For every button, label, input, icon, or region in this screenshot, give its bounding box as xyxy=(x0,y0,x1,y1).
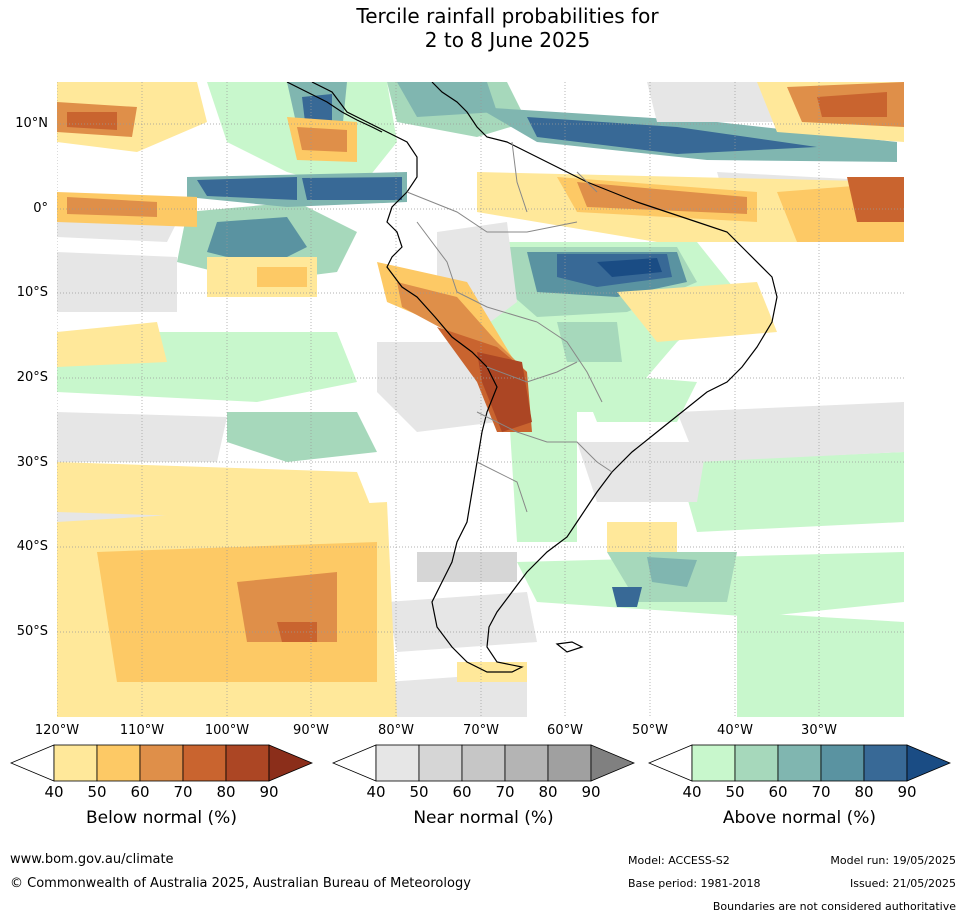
colorbar-bin xyxy=(863,744,908,782)
colorbar-bin xyxy=(182,744,227,782)
colorbar-over-triangle xyxy=(906,744,951,782)
country-borders xyxy=(406,141,613,513)
lat-label-10s: 10°S xyxy=(16,285,48,300)
south-america-coastline xyxy=(311,82,778,673)
colorbar-bin xyxy=(691,744,736,782)
colorbar-tick-label: 40 xyxy=(366,783,386,801)
colorbar-bin xyxy=(820,744,865,782)
lat-label-10n: 10°N xyxy=(15,116,48,131)
lon-label-30w: 30°W xyxy=(801,723,837,738)
central-america-coastline xyxy=(286,82,383,133)
colorbar-tick-label: 70 xyxy=(173,783,193,801)
lon-label-60w: 60°W xyxy=(547,723,583,738)
colorbar-bin xyxy=(96,744,141,782)
colorbar-tick-label: 50 xyxy=(725,783,745,801)
probability-shading xyxy=(57,82,904,717)
colorbar-tick-label: 80 xyxy=(538,783,558,801)
colorbar-title: Near normal (%) xyxy=(413,808,554,828)
colorbar-tick-label: 50 xyxy=(87,783,107,801)
colorbar-under-triangle xyxy=(332,744,377,782)
colorbar-tick-label: 60 xyxy=(452,783,472,801)
colorbar-tick-label: 80 xyxy=(854,783,874,801)
colorbar-bin xyxy=(461,744,506,782)
probability-map xyxy=(57,82,904,717)
footer-base-period: Base period: 1981-2018 xyxy=(628,877,761,890)
footer-model-run: Model run: 19/05/2025 xyxy=(830,854,956,867)
lon-label-40w: 40°W xyxy=(717,723,753,738)
colorbar-bin xyxy=(418,744,463,782)
lat-label-30s: 30°S xyxy=(16,455,48,470)
colorbar-bin xyxy=(225,744,270,782)
map-title: Tercile rainfall probabilities for 2 to … xyxy=(0,4,965,52)
lat-label-50s: 50°S xyxy=(16,624,48,639)
colorbar-title: Above normal (%) xyxy=(722,808,877,828)
lon-label-110w: 110°W xyxy=(119,723,165,738)
colorbar-tick-label: 50 xyxy=(409,783,429,801)
lon-label-70w: 70°W xyxy=(463,723,499,738)
lon-label-100w: 100°W xyxy=(204,723,250,738)
footer-model: Model: ACCESS-S2 xyxy=(628,854,730,867)
colorbar-1 xyxy=(10,744,313,782)
colorbar-tick-label: 90 xyxy=(581,783,601,801)
title-line-2: 2 to 8 June 2025 xyxy=(424,28,591,52)
footer-issued: Issued: 21/05/2025 xyxy=(849,877,956,890)
title-line-1: Tercile rainfall probabilities for xyxy=(356,4,659,28)
falkland-islands xyxy=(555,641,584,653)
footer-disclaimer: Boundaries are not considered authoritat… xyxy=(712,900,956,913)
colorbar-bin xyxy=(734,744,779,782)
lon-label-80w: 80°W xyxy=(378,723,414,738)
colorbar-over-triangle xyxy=(268,744,313,782)
lat-label-20s: 20°S xyxy=(16,370,48,385)
colorbar-under-triangle xyxy=(648,744,693,782)
lon-label-90w: 90°W xyxy=(293,723,329,738)
lat-label-0: 0° xyxy=(33,201,48,216)
colorbar-under-triangle xyxy=(10,744,55,782)
colorbar-bin xyxy=(547,744,592,782)
colorbar-2 xyxy=(332,744,635,782)
footer-website: www.bom.gov.au/climate xyxy=(10,852,174,867)
colorbar-over-triangle xyxy=(590,744,635,782)
colorbar-tick-label: 80 xyxy=(216,783,236,801)
colorbar-title: Below normal (%) xyxy=(86,808,237,828)
lon-label-120w: 120°W xyxy=(34,723,80,738)
colorbar-tick-label: 90 xyxy=(897,783,917,801)
footer-copyright: © Commonwealth of Australia 2025, Austra… xyxy=(10,876,471,891)
colorbar-tick-label: 40 xyxy=(682,783,702,801)
colorbar-tick-label: 40 xyxy=(44,783,64,801)
colorbar-tick-label: 60 xyxy=(768,783,788,801)
lat-label-40s: 40°S xyxy=(16,539,48,554)
lon-label-50w: 50°W xyxy=(632,723,668,738)
colorbar-bin xyxy=(375,744,420,782)
colorbar-tick-label: 60 xyxy=(130,783,150,801)
colorbar-tick-label: 90 xyxy=(259,783,279,801)
colorbar-bin xyxy=(777,744,822,782)
colorbar-3 xyxy=(648,744,951,782)
map-svg xyxy=(57,82,904,717)
colorbar-tick-label: 70 xyxy=(811,783,831,801)
colorbar-bin xyxy=(53,744,98,782)
colorbar-bin xyxy=(139,744,184,782)
graticule xyxy=(57,82,904,717)
colorbar-tick-label: 70 xyxy=(495,783,515,801)
colorbar-bin xyxy=(504,744,549,782)
